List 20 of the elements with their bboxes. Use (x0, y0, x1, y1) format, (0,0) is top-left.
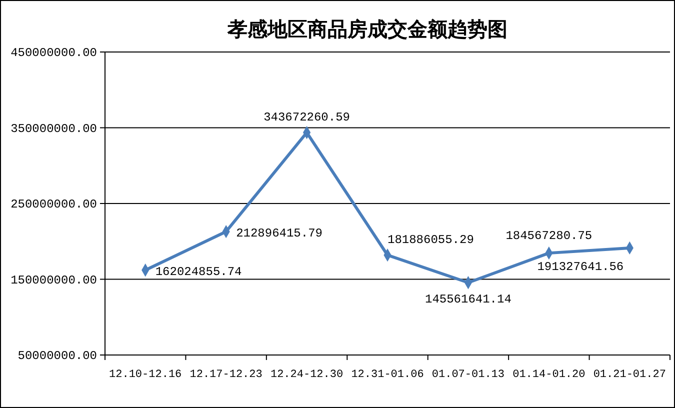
data-label: 191327641.56 (537, 260, 624, 274)
y-tick-label: 250000000.00 (10, 198, 97, 212)
x-tick-label: 12.24-12.30 (270, 369, 344, 381)
x-tick-label: 12.17-12.23 (190, 369, 262, 381)
data-label: 181886055.29 (388, 233, 474, 248)
x-tick-label: 01.07-01.13 (432, 369, 505, 381)
data-label: 162024855.74 (155, 265, 242, 280)
data-label: 343672260.59 (264, 110, 350, 125)
data-label: 145561641.14 (425, 292, 512, 307)
x-tick-label: 01.14-01.20 (512, 369, 586, 381)
chart-title: 孝感地区商品房成交金额趋势图 (226, 17, 508, 41)
data-label: 184567280.75 (506, 229, 592, 244)
x-tick-label: 12.31-01.06 (351, 369, 424, 381)
data-label: 212896415.79 (236, 226, 322, 241)
y-tick-label: 150000000.00 (10, 273, 97, 288)
y-tick-label: 350000000.00 (10, 122, 97, 136)
x-tick-label: 01.21-01.27 (593, 369, 666, 381)
y-tick-label: 450000000.00 (10, 46, 97, 60)
x-tick-label: 12.10-12.16 (109, 369, 182, 381)
y-tick-label: 50000000.00 (18, 349, 97, 363)
